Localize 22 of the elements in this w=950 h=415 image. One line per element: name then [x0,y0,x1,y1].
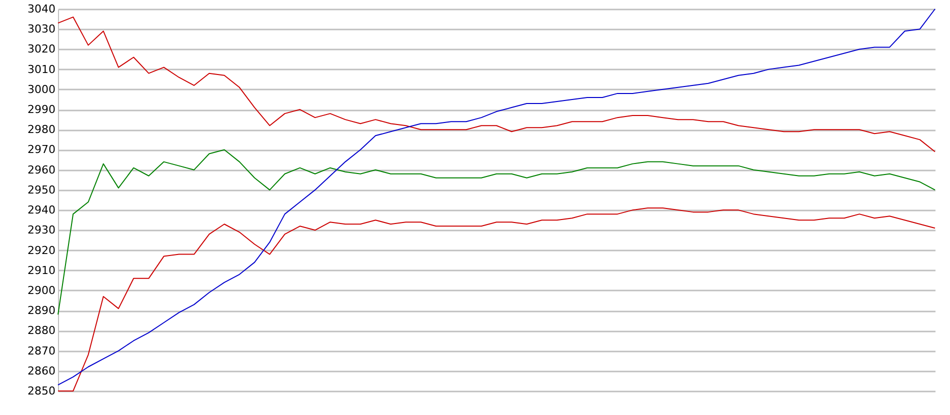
line-series [58,16,936,152]
y-tick-label: 2980 [28,123,56,136]
y-tick-label: 2880 [28,324,56,338]
y-tick-label: 2910 [28,264,56,277]
y-tick-label: 3010 [28,62,56,76]
y-tick-label: 2870 [28,344,56,358]
line-series [58,149,936,316]
y-tick-label: 2860 [28,364,56,378]
y-tick-label: 3030 [28,22,56,36]
y-tick-label: 2960 [28,163,56,176]
y-tick-label: 3020 [28,42,56,56]
y-tick-label: 2890 [28,304,56,318]
y-tick-label: 2930 [28,224,56,237]
y-tick-label: 2940 [28,204,56,217]
y-tick-label: 3040 [28,2,56,16]
y-tick-label: 3000 [28,82,56,96]
y-tick-label: 2990 [28,103,56,116]
y-tick-label: 2950 [28,183,56,196]
y-tick-label: 2850 [28,384,56,398]
y-tick-label: 2970 [28,143,56,156]
y-tick-label: 2900 [28,284,56,297]
y-tick-label: 2920 [28,244,56,257]
